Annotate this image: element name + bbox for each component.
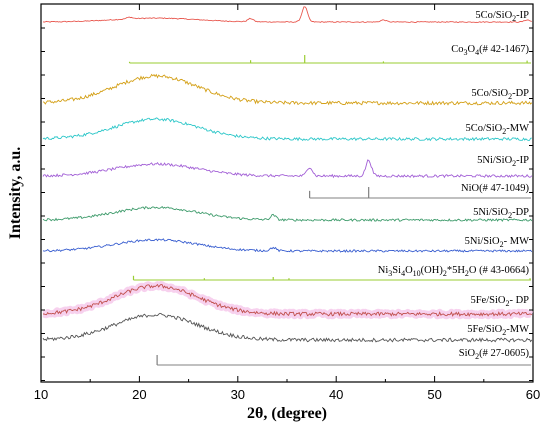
y-axis-title: Intensity, a.u. — [7, 147, 24, 239]
series-label: Co3O4(# 42-1467) — [451, 44, 529, 57]
series-line — [42, 73, 533, 106]
series-label: 5Fe/SiO2-MW — [467, 324, 529, 337]
x-tick-label: 50 — [427, 387, 441, 402]
x-axis-title: 2θ, (degree) — [247, 405, 327, 422]
series-line — [42, 6, 532, 23]
series-label: Ni3Si4O10(OH)2*5H2O (# 43-0664) — [378, 265, 530, 278]
series-line — [42, 159, 533, 179]
series-line — [42, 205, 533, 222]
series-line — [42, 238, 533, 253]
series-label: 5Co/SiO2-IP — [475, 10, 529, 23]
series-label: 5Co/SiO2-DP — [471, 88, 529, 101]
series-label: 5Ni/SiO2-DP — [473, 207, 529, 220]
series-line — [42, 117, 532, 142]
series-label: 5Fe/SiO2- DP — [470, 295, 529, 308]
x-tick-label: 20 — [132, 387, 146, 402]
series-label: NiO(# 47-1049) — [461, 183, 529, 194]
series-label: SiO2(# 27-0605) — [459, 348, 530, 361]
x-tick-label: 30 — [231, 387, 245, 402]
plot-frame — [40, 3, 534, 383]
series-label: 5Ni/SiO2- MW — [465, 236, 529, 249]
series-label: 5Co/SiO2-MW — [465, 123, 529, 136]
x-tick-label: 10 — [34, 387, 48, 402]
x-tick-label: 60 — [526, 387, 540, 402]
series-line — [43, 283, 533, 317]
x-tick-label: 40 — [329, 387, 343, 402]
series-highlight — [40, 281, 535, 320]
series-line — [42, 312, 533, 343]
series-label: 5Ni/SiO2-IP — [477, 155, 529, 168]
